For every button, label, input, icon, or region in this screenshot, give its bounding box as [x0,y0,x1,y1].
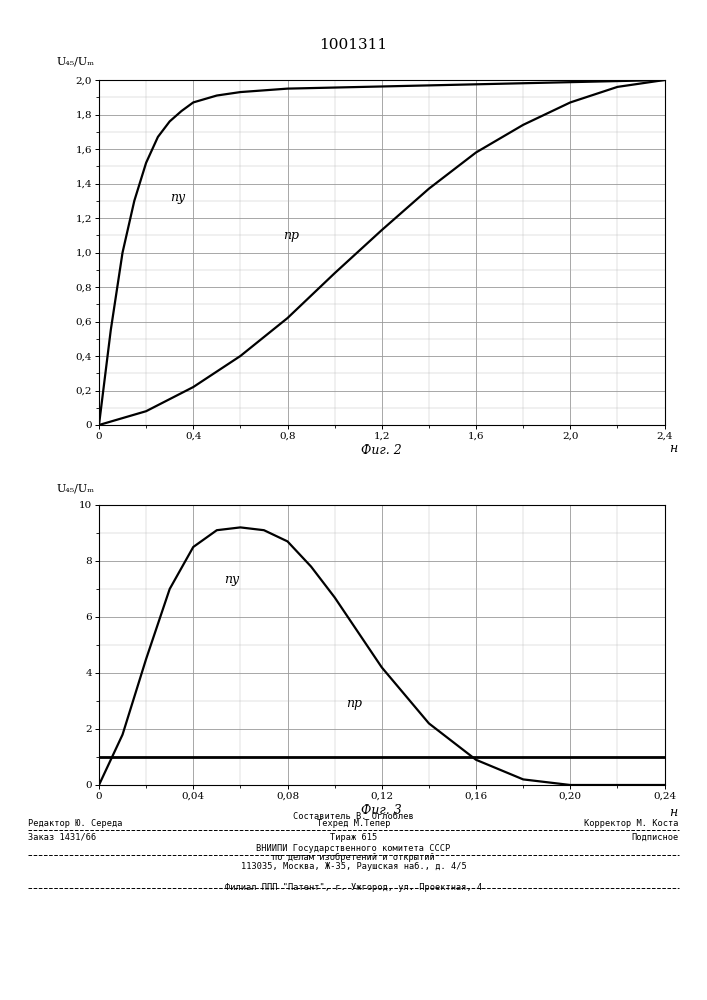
Text: Тираж 615: Тираж 615 [330,833,377,842]
Text: ВНИИПИ Государственного комитета СССР: ВНИИПИ Государственного комитета СССР [257,844,450,853]
Text: Фиг. 3: Фиг. 3 [361,804,402,817]
Text: Редактор Ю. Середа: Редактор Ю. Середа [28,819,123,828]
Text: 113035, Москва, Ж-35, Раушская наб., д. 4/5: 113035, Москва, Ж-35, Раушская наб., д. … [240,862,467,871]
Text: 1001311: 1001311 [320,38,387,52]
Text: Заказ 1431/66: Заказ 1431/66 [28,833,97,842]
Text: Техред М.Тепер: Техред М.Тепер [317,819,390,828]
Text: пр: пр [283,229,299,242]
Text: U₄₅/Uₘ: U₄₅/Uₘ [57,484,95,494]
Text: Подписное: Подписное [631,833,679,842]
Text: пу: пу [224,573,239,586]
Text: Фиг. 2: Фиг. 2 [361,444,402,457]
Text: по делам изобретений и открытий: по делам изобретений и открытий [272,853,435,862]
Text: Корректор М. Коста: Корректор М. Коста [584,819,679,828]
Text: пр: пр [346,697,363,710]
Text: н: н [670,806,677,819]
Text: U₄₅/Uₘ: U₄₅/Uₘ [57,56,95,66]
Text: Составитель В. Оглоблев: Составитель В. Оглоблев [293,812,414,821]
Text: Филиал ППП "Патент", г. Ужгород, ул. Проектная, 4: Филиал ППП "Патент", г. Ужгород, ул. Про… [225,883,482,892]
Text: пу: пу [170,191,185,204]
Text: н: н [670,442,677,455]
